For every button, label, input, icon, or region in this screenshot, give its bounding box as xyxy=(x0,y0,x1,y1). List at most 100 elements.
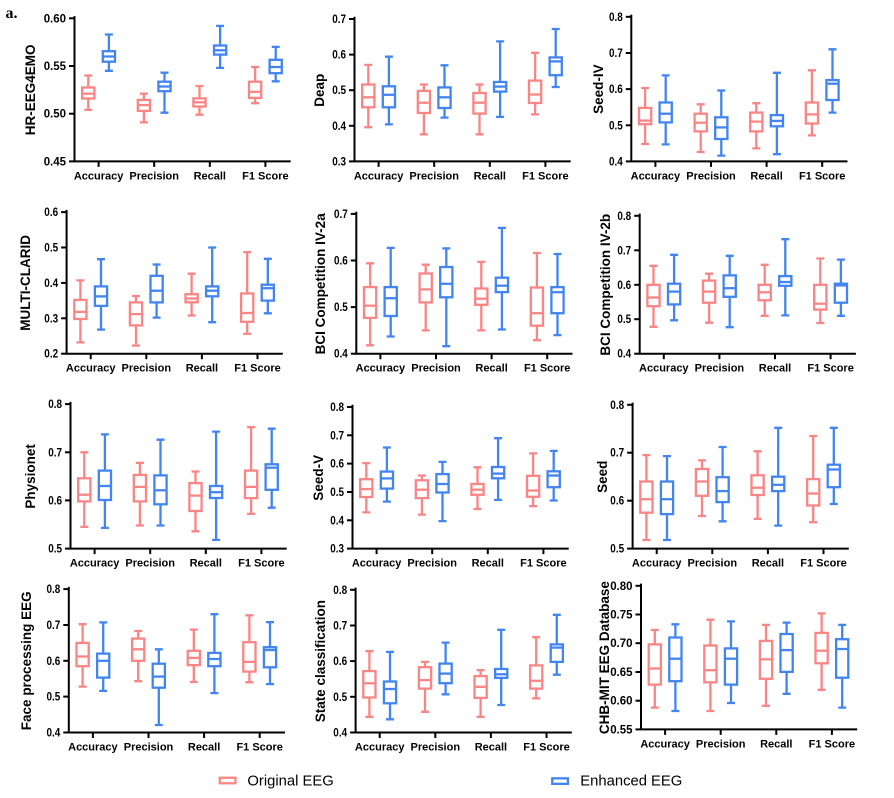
svg-text:Enhanced EEG: Enhanced EEG xyxy=(580,774,682,790)
svg-text:0.7: 0.7 xyxy=(333,621,347,633)
svg-text:F1 Score: F1 Score xyxy=(799,170,845,182)
svg-text:0.8: 0.8 xyxy=(333,585,347,597)
svg-text:0.4: 0.4 xyxy=(47,728,61,740)
svg-text:State classification: State classification xyxy=(313,600,328,722)
svg-text:Precision: Precision xyxy=(409,170,459,182)
svg-text:0.6: 0.6 xyxy=(609,84,623,96)
svg-text:0.6: 0.6 xyxy=(610,496,624,508)
svg-text:0.55: 0.55 xyxy=(610,724,633,736)
svg-text:0.3: 0.3 xyxy=(330,544,344,556)
svg-text:0.5: 0.5 xyxy=(47,692,61,704)
svg-text:0.4: 0.4 xyxy=(617,349,631,361)
svg-text:0.8: 0.8 xyxy=(609,12,623,24)
svg-text:0.75: 0.75 xyxy=(610,610,633,622)
svg-text:Recall: Recall xyxy=(186,363,218,375)
svg-text:Accuracy: Accuracy xyxy=(68,742,118,754)
svg-text:0.80: 0.80 xyxy=(610,581,632,593)
svg-text:F1 Score: F1 Score xyxy=(242,170,288,182)
svg-text:0.7: 0.7 xyxy=(609,48,623,60)
svg-text:Physionet: Physionet xyxy=(23,444,38,509)
svg-text:Accuracy: Accuracy xyxy=(640,738,690,750)
svg-text:0.5: 0.5 xyxy=(330,487,344,499)
svg-text:Face processing EEG: Face processing EEG xyxy=(19,591,34,730)
svg-text:F1 Score: F1 Score xyxy=(807,363,853,375)
svg-text:0.8: 0.8 xyxy=(47,584,61,596)
svg-text:Accuracy: Accuracy xyxy=(639,363,689,375)
svg-text:0.6: 0.6 xyxy=(47,656,61,668)
svg-text:0.70: 0.70 xyxy=(610,638,632,650)
svg-text:0.60: 0.60 xyxy=(610,696,632,708)
svg-text:F1 Score: F1 Score xyxy=(236,742,282,754)
svg-text:Recall: Recall xyxy=(750,170,782,182)
svg-text:Recall: Recall xyxy=(475,742,507,754)
svg-text:0.7: 0.7 xyxy=(330,430,344,442)
svg-text:0.5: 0.5 xyxy=(610,544,624,556)
svg-text:Recall: Recall xyxy=(759,363,791,375)
svg-text:0.5: 0.5 xyxy=(334,302,348,314)
svg-text:0.7: 0.7 xyxy=(332,14,346,26)
svg-text:Recall: Recall xyxy=(472,558,504,570)
svg-text:0.8: 0.8 xyxy=(617,211,631,223)
svg-text:0.4: 0.4 xyxy=(334,349,348,361)
svg-text:Precision: Precision xyxy=(696,738,746,750)
svg-text:0.6: 0.6 xyxy=(333,656,347,668)
svg-text:Precision: Precision xyxy=(686,170,736,182)
svg-text:F1 Score: F1 Score xyxy=(809,738,855,750)
svg-text:0.6: 0.6 xyxy=(44,207,58,219)
svg-text:0.7: 0.7 xyxy=(617,245,631,257)
svg-text:0.4: 0.4 xyxy=(609,156,623,168)
svg-text:Recall: Recall xyxy=(475,363,507,375)
svg-text:Deap: Deap xyxy=(312,74,327,107)
svg-text:Recall: Recall xyxy=(474,170,506,182)
svg-text:F1 Score: F1 Score xyxy=(238,558,284,570)
svg-text:Seed-V: Seed-V xyxy=(311,455,326,501)
svg-text:0.5: 0.5 xyxy=(609,120,623,132)
svg-text:0.6: 0.6 xyxy=(332,50,346,62)
svg-text:Precision: Precision xyxy=(125,558,175,570)
svg-text:Seed-IV: Seed-IV xyxy=(591,64,606,114)
svg-text:Accuracy: Accuracy xyxy=(632,558,682,570)
svg-text:0.7: 0.7 xyxy=(610,448,624,460)
svg-text:0.7: 0.7 xyxy=(334,209,348,221)
svg-text:0.8: 0.8 xyxy=(610,400,624,412)
svg-text:Accuracy: Accuracy xyxy=(70,558,120,570)
svg-text:0.5: 0.5 xyxy=(333,692,347,704)
svg-text:Recall: Recall xyxy=(190,558,222,570)
svg-text:0.4: 0.4 xyxy=(330,515,344,527)
svg-text:0.2: 0.2 xyxy=(44,349,58,361)
svg-text:0.60: 0.60 xyxy=(44,13,66,25)
svg-text:F1 Score: F1 Score xyxy=(522,170,568,182)
svg-text:0.45: 0.45 xyxy=(44,156,67,168)
svg-text:Precision: Precision xyxy=(129,170,179,182)
svg-text:Precision: Precision xyxy=(407,558,457,570)
svg-text:0.4: 0.4 xyxy=(44,278,58,290)
svg-text:a.: a. xyxy=(6,5,18,22)
svg-text:BCI Competition IV-2a: BCI Competition IV-2a xyxy=(313,213,328,355)
svg-text:HR-EEG4EMO: HR-EEG4EMO xyxy=(23,45,38,136)
svg-text:Accuracy: Accuracy xyxy=(355,742,405,754)
svg-text:0.5: 0.5 xyxy=(332,85,346,97)
svg-text:Precision: Precision xyxy=(411,363,461,375)
svg-text:0.6: 0.6 xyxy=(48,495,62,507)
svg-text:Precision: Precision xyxy=(411,742,461,754)
svg-text:Precision: Precision xyxy=(122,363,172,375)
svg-text:Recall: Recall xyxy=(194,170,226,182)
svg-text:Accuracy: Accuracy xyxy=(66,363,116,375)
svg-text:MULTI-CLARID: MULTI-CLARID xyxy=(18,235,33,331)
svg-text:Accuracy: Accuracy xyxy=(74,170,124,182)
svg-text:0.55: 0.55 xyxy=(44,61,67,73)
svg-text:F1 Score: F1 Score xyxy=(800,558,846,570)
svg-text:F1 Score: F1 Score xyxy=(523,742,569,754)
svg-text:F1 Score: F1 Score xyxy=(234,363,280,375)
svg-text:0.4: 0.4 xyxy=(333,728,347,740)
svg-text:Precision: Precision xyxy=(688,558,738,570)
svg-text:0.65: 0.65 xyxy=(610,667,633,679)
svg-text:BCI Competition IV-2b: BCI Competition IV-2b xyxy=(598,214,613,356)
svg-text:Original EEG: Original EEG xyxy=(247,774,333,790)
svg-text:Recall: Recall xyxy=(760,738,792,750)
svg-text:Seed: Seed xyxy=(595,461,610,493)
svg-text:Recall: Recall xyxy=(188,742,220,754)
svg-text:0.5: 0.5 xyxy=(48,544,62,556)
svg-text:Accuracy: Accuracy xyxy=(352,558,402,570)
svg-text:0.6: 0.6 xyxy=(334,256,348,268)
